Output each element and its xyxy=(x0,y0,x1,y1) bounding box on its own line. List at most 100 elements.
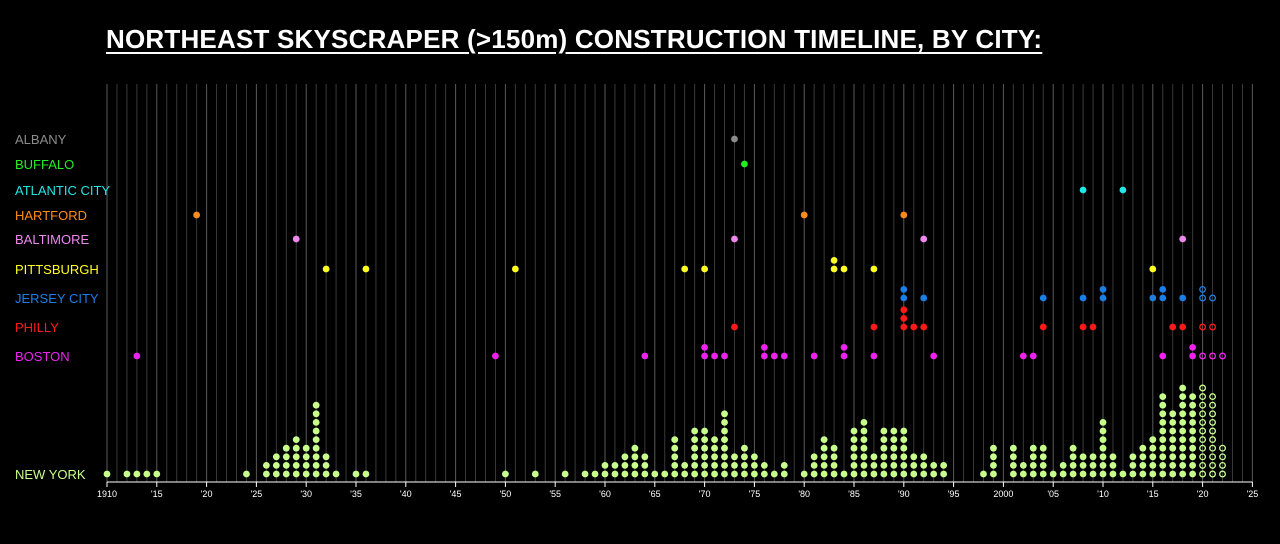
building-dot xyxy=(1139,470,1147,478)
building-dot xyxy=(890,453,898,461)
building-dot xyxy=(531,470,539,478)
building-dot xyxy=(302,444,310,452)
building-dot xyxy=(860,453,868,461)
building-dot xyxy=(870,323,878,331)
building-dot xyxy=(1169,444,1177,452)
building-dot xyxy=(1149,470,1157,478)
building-dot xyxy=(1099,470,1107,478)
planned-building-dot xyxy=(1199,410,1207,418)
building-dot xyxy=(1149,462,1157,469)
x-tick-label: '85 xyxy=(848,489,860,499)
building-dot xyxy=(282,453,290,461)
x-tick-label: '70 xyxy=(699,489,711,499)
building-dot xyxy=(1179,462,1187,469)
building-dot xyxy=(1169,470,1177,478)
building-dot xyxy=(1179,323,1187,331)
building-dot xyxy=(830,265,838,273)
building-dot xyxy=(292,235,300,243)
building-dot xyxy=(1129,453,1137,461)
building-dot xyxy=(741,470,748,478)
building-dot xyxy=(272,453,280,461)
building-dot xyxy=(671,453,679,461)
planned-building-dot xyxy=(1209,393,1217,401)
building-dot xyxy=(1039,470,1047,478)
planned-building-dot xyxy=(1209,427,1217,435)
building-dot xyxy=(920,323,928,331)
building-dot xyxy=(930,352,938,360)
building-dot xyxy=(691,462,699,469)
building-dot xyxy=(800,470,808,478)
building-dot xyxy=(1159,294,1167,302)
building-dot xyxy=(641,462,649,469)
building-dot xyxy=(103,470,111,478)
city-label: BOSTON xyxy=(15,349,70,364)
building-dot xyxy=(1119,186,1127,194)
building-dot xyxy=(1159,462,1167,469)
building-dot xyxy=(312,410,320,418)
building-dot xyxy=(770,470,778,478)
building-dot xyxy=(1129,470,1137,478)
building-dot xyxy=(920,235,928,243)
building-dot xyxy=(1179,444,1187,452)
building-dot xyxy=(1079,470,1087,478)
building-dot xyxy=(780,470,788,478)
building-dot xyxy=(1099,294,1107,302)
building-dot xyxy=(910,323,918,331)
building-dot xyxy=(1189,344,1197,351)
building-dot xyxy=(880,470,888,478)
building-dot xyxy=(850,462,858,469)
building-dot xyxy=(721,427,728,435)
building-dot xyxy=(362,265,370,273)
building-dot xyxy=(621,470,629,478)
building-dot xyxy=(820,453,828,461)
x-tick-label: '95 xyxy=(948,489,960,499)
building-dot xyxy=(760,470,768,478)
building-dot xyxy=(691,436,699,443)
building-dot xyxy=(701,470,708,478)
building-dot xyxy=(671,470,679,478)
building-dot xyxy=(681,470,689,478)
building-dot xyxy=(1159,393,1167,400)
building-dot xyxy=(900,462,908,469)
building-dot xyxy=(810,470,818,478)
planned-building-dot xyxy=(1199,384,1207,392)
x-tick-label: '90 xyxy=(898,489,910,499)
x-tick-label: '15 xyxy=(151,489,163,499)
building-dot xyxy=(292,444,300,452)
building-dot xyxy=(900,444,908,452)
building-dot xyxy=(312,462,320,469)
building-dot xyxy=(711,352,718,360)
building-dot xyxy=(143,470,151,478)
building-dot xyxy=(1169,462,1177,469)
building-dot xyxy=(741,462,748,469)
planned-building-dot xyxy=(1199,323,1207,331)
building-dot xyxy=(870,470,878,478)
building-dot xyxy=(1149,453,1157,461)
city-label: NEW YORK xyxy=(15,467,86,482)
building-dot xyxy=(870,352,878,360)
building-dot xyxy=(651,470,659,478)
building-dot xyxy=(292,470,300,478)
building-dot xyxy=(1179,427,1187,435)
building-dot xyxy=(900,436,908,443)
building-dot xyxy=(711,444,718,452)
city-label: PITTSBURGH xyxy=(15,262,99,277)
building-dot xyxy=(621,462,629,469)
building-dot xyxy=(671,436,679,443)
building-dot xyxy=(631,470,639,478)
planned-building-dot xyxy=(1209,323,1217,331)
planned-building-dot xyxy=(1199,294,1207,302)
building-dot xyxy=(312,427,320,435)
building-dot xyxy=(920,470,928,478)
building-dot xyxy=(312,419,320,426)
building-dot xyxy=(1189,419,1197,426)
x-axis: 1910 '15 '20 '25 '30 '35 '40 '45 '50 '55 '60 '65 '70… xyxy=(97,481,1258,499)
planned-building-dot xyxy=(1209,418,1217,426)
building-dot xyxy=(1089,323,1097,331)
building-dot xyxy=(1169,323,1177,331)
building-dot xyxy=(1149,294,1157,302)
building-dot xyxy=(1179,470,1187,478)
building-dot xyxy=(810,453,818,461)
building-dot xyxy=(312,470,320,478)
building-dot xyxy=(701,352,708,360)
